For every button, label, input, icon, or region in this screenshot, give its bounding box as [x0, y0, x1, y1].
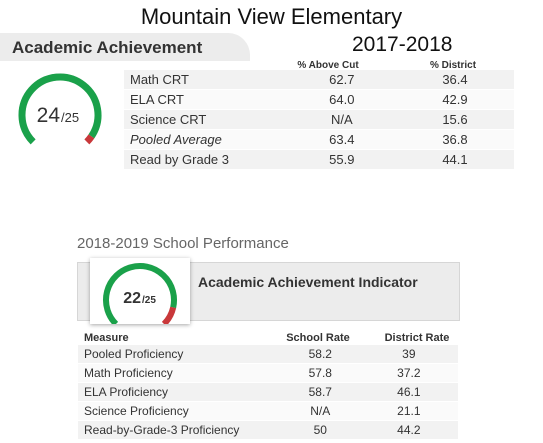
school-title: Mountain View Elementary	[140, 4, 403, 29]
measure-label: ELA Proficiency	[78, 382, 281, 402]
row-label: Pooled Average	[124, 129, 288, 150]
table-row: Read by Grade 3 55.9 44.1	[124, 149, 514, 170]
row-label: Science CRT	[124, 109, 288, 130]
table-row: Pooled Average 63.4 36.8	[124, 129, 514, 150]
top-metrics-table: Math CRT 62.7 36.4 ELA CRT 64.0 42.9 Sci…	[124, 70, 514, 170]
gauge-max: /25	[61, 110, 79, 125]
col-header-measure: Measure	[84, 332, 129, 344]
table-row: ELA Proficiency 58.7 46.1	[78, 382, 458, 402]
indicator-gauge-card: 22 /25	[90, 258, 190, 327]
table-row: Pooled Proficiency 58.2 39	[78, 345, 458, 364]
bottom-section-title: 2018-2019 School Performance	[77, 235, 289, 252]
table-row: Read-by-Grade-3 Proficiency 50 44.2	[78, 420, 458, 440]
school-rate-value: 57.8	[280, 363, 360, 383]
col-header-school-rate: School Rate	[286, 332, 350, 344]
district-value: 44.1	[395, 149, 514, 170]
gauge-low-segment	[84, 134, 95, 145]
col-header-district: % District	[429, 60, 477, 71]
gauge-arc	[103, 263, 177, 327]
row-label: Read by Grade 3	[124, 149, 288, 170]
district-rate-value: 39	[359, 345, 458, 364]
gauge-low-segment	[161, 306, 177, 327]
bottom-score-gauge: 22 /25	[103, 263, 177, 327]
col-header-above-cut: % Above Cut	[297, 60, 359, 71]
col-header-district-rate: District Rate	[384, 332, 450, 344]
school-rate-value: 50	[280, 420, 360, 440]
bottom-measures-table: Pooled Proficiency 58.2 39 Math Proficie…	[78, 345, 458, 440]
measure-label: Math Proficiency	[78, 363, 281, 383]
district-rate-value: 37.2	[359, 363, 458, 383]
gauge-score: 24	[37, 104, 61, 127]
section-header-band	[0, 33, 250, 61]
table-row: ELA CRT 64.0 42.9	[124, 89, 514, 110]
district-value: 42.9	[395, 89, 514, 110]
above-cut-value: N/A	[287, 109, 396, 130]
above-cut-value: 62.7	[287, 70, 396, 90]
district-value: 36.4	[395, 70, 514, 90]
row-label: ELA CRT	[124, 89, 288, 110]
above-cut-value: 55.9	[287, 149, 396, 170]
district-rate-value: 21.1	[359, 401, 458, 421]
gauge-max: /25	[142, 295, 156, 306]
school-rate-value: 58.7	[280, 382, 360, 402]
district-value: 36.8	[395, 129, 514, 150]
district-rate-value: 46.1	[359, 382, 458, 402]
table-row: Science Proficiency N/A 21.1	[78, 401, 458, 421]
top-score-gauge: 24 /25	[18, 73, 102, 145]
year-label: 2017-2018	[352, 33, 453, 56]
above-cut-value: 63.4	[287, 129, 396, 150]
school-rate-value: 58.2	[280, 345, 360, 364]
school-rate-value: N/A	[280, 401, 360, 421]
measure-label: Read-by-Grade-3 Proficiency	[78, 420, 281, 440]
measure-label: Pooled Proficiency	[78, 345, 281, 364]
indicator-title: Academic Achievement Indicator	[198, 274, 418, 290]
section-title: Academic Achievement	[12, 38, 203, 57]
gauge-score: 22	[123, 290, 141, 307]
above-cut-value: 64.0	[287, 89, 396, 110]
district-value: 15.6	[395, 109, 514, 130]
table-row: Math Proficiency 57.8 37.2	[78, 363, 458, 383]
measure-label: Science Proficiency	[78, 401, 281, 421]
table-row: Science CRT N/A 15.6	[124, 109, 514, 130]
gauge-arc	[18, 73, 102, 145]
table-row: Math CRT 62.7 36.4	[124, 70, 514, 90]
row-label: Math CRT	[124, 70, 288, 90]
district-rate-value: 44.2	[359, 420, 458, 440]
